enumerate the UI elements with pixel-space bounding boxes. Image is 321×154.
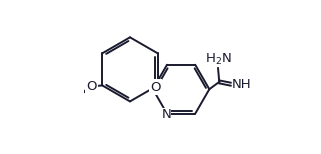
Text: O: O [87, 80, 97, 93]
Text: N: N [161, 108, 171, 121]
Text: NH: NH [231, 78, 251, 91]
Text: O: O [150, 81, 160, 94]
Text: H$_2$N: H$_2$N [204, 52, 231, 67]
